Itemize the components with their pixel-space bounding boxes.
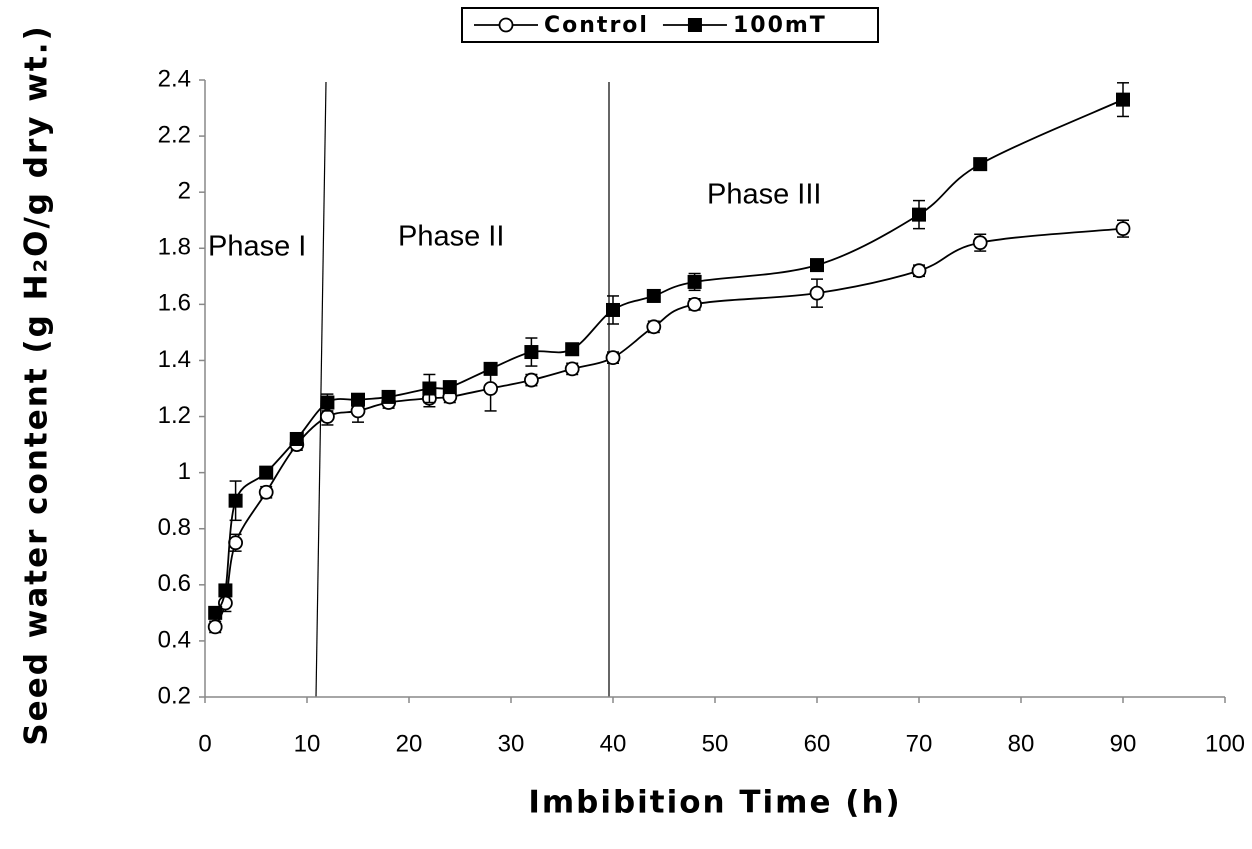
annotation: Phase II — [398, 221, 504, 253]
marker — [524, 345, 539, 360]
marker — [320, 395, 335, 410]
marker — [687, 274, 702, 289]
marker — [228, 535, 244, 551]
y-tick-label: 2 — [178, 178, 191, 205]
x-tick-label: 60 — [804, 730, 831, 757]
y-tick-label: 1 — [178, 458, 191, 485]
phase-divider — [315, 81, 327, 698]
x-tick-label: 30 — [498, 730, 525, 757]
y-tick-label: 2.2 — [158, 121, 191, 148]
marker — [381, 389, 396, 404]
marker — [911, 263, 927, 279]
x-tick-label: 20 — [396, 730, 423, 757]
marker — [565, 342, 580, 357]
marker — [218, 583, 233, 598]
y-axis-title: Seed water content (g H₂O/g dry wt.) — [19, 24, 55, 745]
legend-label: 100mT — [733, 13, 827, 38]
marker — [810, 258, 824, 273]
legend-marker — [687, 18, 702, 32]
marker — [524, 372, 539, 388]
legend-label: Control — [544, 13, 649, 38]
x-axis-title: Imbibition Time (h) — [528, 785, 901, 821]
marker — [258, 484, 274, 500]
marker — [646, 288, 661, 303]
x-tick-label: 70 — [906, 730, 933, 757]
marker — [207, 619, 223, 635]
marker — [972, 235, 988, 251]
marker — [564, 361, 580, 377]
marker — [912, 207, 926, 222]
marker — [973, 157, 988, 172]
marker — [1116, 92, 1130, 107]
x-tick-label: 40 — [600, 730, 627, 757]
marker — [483, 381, 499, 396]
x-tick-label: 50 — [702, 730, 729, 757]
annotation: Phase I — [208, 231, 306, 263]
x-tick-label: 10 — [294, 730, 321, 757]
marker — [646, 319, 662, 335]
y-tick-label: 0.8 — [158, 514, 191, 541]
x-tick-label: 80 — [1008, 730, 1035, 757]
marker — [422, 381, 437, 396]
legend-marker — [498, 17, 514, 33]
x-tick-label: 90 — [1110, 730, 1137, 757]
x-tick-label: 100 — [1205, 730, 1245, 757]
y-tick-label: 1.6 — [158, 290, 191, 317]
marker — [809, 285, 825, 301]
y-tick-label: 1.2 — [158, 402, 191, 429]
series-line — [214, 98, 1124, 614]
marker — [442, 380, 457, 395]
marker — [259, 465, 274, 480]
y-tick-label: 1.8 — [158, 234, 191, 261]
annotation: Phase III — [707, 179, 821, 211]
marker — [319, 409, 335, 424]
y-tick-label: 0.2 — [158, 682, 191, 709]
marker — [605, 350, 621, 366]
y-tick-label: 0.6 — [158, 570, 191, 597]
x-tick-label: 0 — [198, 730, 211, 757]
marker — [606, 302, 620, 317]
marker — [208, 605, 223, 620]
marker — [351, 392, 365, 407]
marker — [228, 493, 243, 508]
marker — [289, 431, 304, 446]
marker — [687, 296, 702, 312]
y-tick-label: 0.4 — [158, 626, 191, 653]
marker — [483, 361, 498, 376]
y-tick-label: 1.4 — [158, 346, 191, 373]
y-tick-label: 2.4 — [158, 65, 191, 92]
marker — [1115, 221, 1131, 237]
